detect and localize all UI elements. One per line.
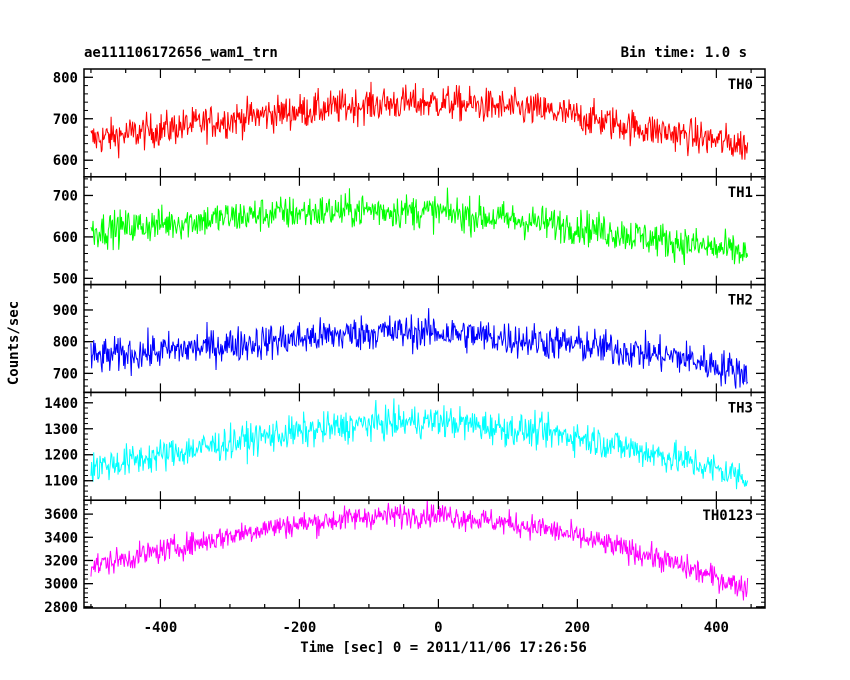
panel-th3: 1100 1200 1300 1400 TH3 (44, 391, 766, 501)
y-tick-label: 700 (53, 188, 78, 204)
series-line-th0 (90, 81, 749, 160)
series-line-th3 (90, 398, 749, 490)
panel-frame (83, 499, 766, 609)
x-axis-label: Time [sec] 0 = 2011/11/06 17:26:56 (300, 640, 587, 656)
y-tick-label: 800 (53, 335, 78, 351)
panel-th1: 500 600 700 TH1 (53, 176, 766, 287)
panel-label: TH0123 (702, 508, 753, 524)
y-tick-label: 600 (53, 153, 78, 169)
panel-label: TH2 (728, 293, 753, 309)
y-tick-label: 1300 (44, 422, 78, 438)
y-tick-label: 2800 (44, 600, 78, 616)
chart-title: ae111106172656_wam1_trn (84, 45, 278, 61)
y-tick-label: 3400 (44, 530, 78, 546)
series-line-th2 (90, 308, 749, 389)
y-tick-label: 1100 (44, 474, 78, 490)
x-tick-label: -200 (283, 620, 317, 636)
x-tick-label: 400 (704, 620, 729, 636)
panel-label: TH0 (728, 77, 753, 93)
panel-label: TH1 (728, 185, 753, 201)
panel-th0: 600 700 800 TH0 (53, 68, 766, 178)
panel-th2: 700 800 900 TH2 (53, 283, 766, 394)
y-tick-label: 900 (53, 303, 78, 319)
x-tick-label: -400 (144, 620, 178, 636)
y-tick-label: 3200 (44, 553, 78, 569)
panel-label: TH3 (728, 400, 753, 416)
y-tick-label: 3600 (44, 507, 78, 523)
y-tick-label: 1400 (44, 396, 78, 412)
y-tick-label: 1200 (44, 448, 78, 464)
panel-th0123: 2800 3000 3200 3400 3600 TH0123 (44, 499, 766, 616)
x-axis: -400 -200 0 200 400 (144, 620, 729, 636)
x-tick-label: 200 (565, 620, 590, 636)
y-tick-label: 700 (53, 366, 78, 382)
bin-time-label: Bin time: 1.0 s (620, 45, 747, 61)
series-line-th0123 (90, 500, 749, 601)
panels-group: 600 700 800 TH0 500 600 700 TH1 700 800 900 TH2 1100… (44, 68, 766, 616)
y-tick-label: 500 (53, 271, 78, 287)
y-tick-label: 3000 (44, 577, 78, 593)
series-line-th1 (90, 187, 749, 265)
x-tick-label: 0 (434, 620, 442, 636)
y-tick-label: 700 (53, 112, 78, 128)
y-tick-label: 600 (53, 230, 78, 246)
y-axis-label: Counts/sec (6, 300, 23, 386)
y-tick-label: 800 (53, 70, 78, 86)
